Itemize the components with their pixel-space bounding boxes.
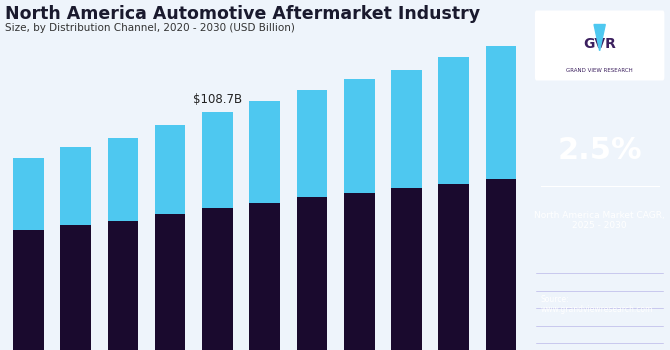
Bar <box>391 188 422 350</box>
Bar <box>297 90 327 197</box>
Bar <box>60 147 91 225</box>
Bar <box>60 225 91 350</box>
Bar <box>107 221 138 350</box>
Bar <box>13 230 44 350</box>
Bar <box>202 208 232 350</box>
Bar <box>297 197 327 350</box>
Text: GVR: GVR <box>583 37 616 51</box>
Bar <box>438 184 469 350</box>
Bar <box>486 46 517 179</box>
Bar <box>107 138 138 221</box>
Bar <box>438 57 469 184</box>
Bar <box>249 101 280 203</box>
Polygon shape <box>594 25 605 51</box>
Bar <box>344 193 375 350</box>
Text: 2.5%: 2.5% <box>557 136 642 165</box>
Text: Size, by Distribution Channel, 2020 - 2030 (USD Billion): Size, by Distribution Channel, 2020 - 20… <box>5 23 295 33</box>
Bar <box>155 214 186 350</box>
Bar <box>486 179 517 350</box>
Bar <box>202 112 232 208</box>
Bar <box>391 70 422 188</box>
Text: $108.7B: $108.7B <box>193 93 242 106</box>
Text: GRAND VIEW RESEARCH: GRAND VIEW RESEARCH <box>566 68 633 72</box>
Bar <box>344 79 375 193</box>
Text: North America Market CAGR,
2025 - 2030: North America Market CAGR, 2025 - 2030 <box>534 211 665 230</box>
Bar <box>249 203 280 350</box>
Text: North America Automotive Aftermarket Industry: North America Automotive Aftermarket Ind… <box>5 5 480 23</box>
Text: Source:
www.grandviewresearch.com: Source: www.grandviewresearch.com <box>541 295 653 314</box>
Bar <box>13 158 44 230</box>
FancyBboxPatch shape <box>535 10 665 80</box>
Bar <box>155 125 186 214</box>
